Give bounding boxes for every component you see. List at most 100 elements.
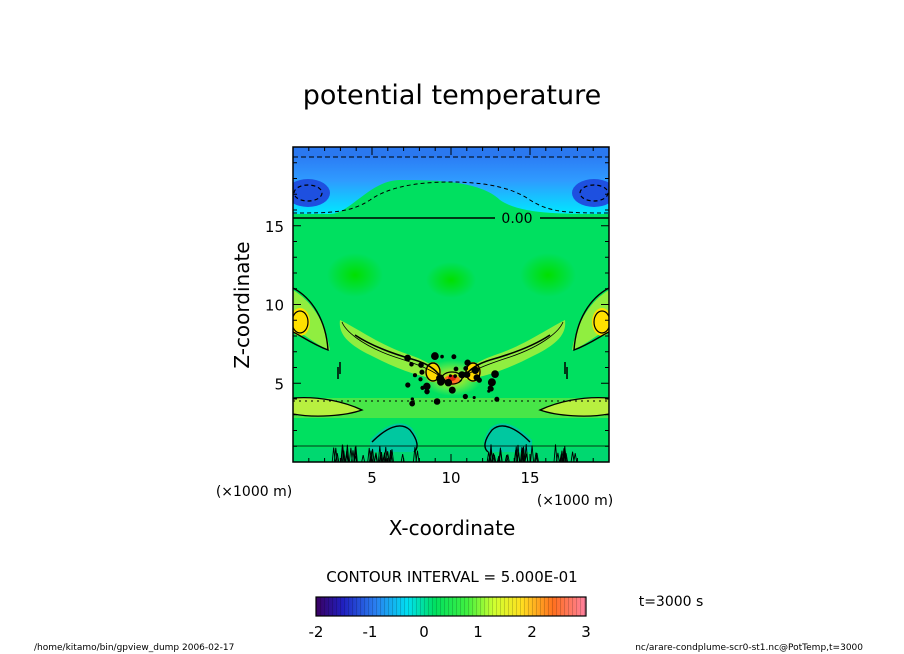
contour-low-b — [538, 396, 609, 417]
low-band — [293, 398, 609, 418]
surface-cell — [382, 454, 387, 462]
surface-cell — [487, 455, 492, 462]
surface-cell — [553, 444, 558, 462]
core-cell — [412, 373, 418, 378]
core-cell — [419, 369, 425, 375]
core-cell — [444, 378, 453, 387]
surface-cell — [374, 452, 378, 462]
surface-cell — [412, 446, 417, 462]
core-cell — [471, 366, 480, 375]
y-tick-label: 5 — [274, 375, 284, 393]
upper-band — [293, 147, 609, 214]
core-cell — [431, 352, 439, 360]
core-cell — [453, 366, 459, 372]
surface-cell — [504, 454, 509, 462]
core-cell — [487, 389, 491, 393]
core-cell — [463, 365, 469, 371]
core-cell — [440, 354, 444, 359]
green-blob-center — [426, 262, 476, 298]
contour-zero-label: 0.00 — [501, 211, 532, 227]
surface-cell — [530, 445, 535, 462]
surface-cell — [505, 454, 510, 462]
surface-lobe-right — [484, 423, 532, 452]
core-cell — [440, 378, 446, 383]
surface-cell — [570, 451, 575, 462]
surface-cell — [340, 445, 345, 462]
surface-cell — [520, 448, 525, 462]
surface-cell — [377, 445, 382, 462]
green-blob-right — [520, 253, 576, 297]
core-cell — [464, 359, 471, 366]
contour-core-left — [425, 362, 441, 382]
contour-dash-right — [579, 184, 609, 202]
core-cell — [405, 382, 411, 388]
colorbar-tick-label: 0 — [419, 623, 429, 641]
small-contour-features — [331, 352, 578, 462]
surface-cell — [524, 444, 529, 462]
footer-right: nc/arare-condplume-scr0-st1.nc@PotTemp,t… — [635, 643, 863, 653]
core-cell — [494, 396, 500, 402]
surface-cell — [335, 453, 340, 462]
surface-cell — [519, 447, 524, 462]
surface-cell — [559, 454, 564, 462]
contour-dash-left — [293, 184, 323, 202]
core-cell — [453, 374, 457, 378]
x-tick-label: 15 — [520, 469, 539, 487]
contour-side-right — [573, 287, 609, 352]
surface-cell — [534, 452, 538, 462]
contour-dash-mid — [293, 181, 609, 214]
colorbar-tick-label: -1 — [363, 623, 378, 641]
core-cell — [448, 386, 456, 394]
surface-cell — [573, 453, 578, 462]
surface-lobe-left — [370, 423, 418, 452]
core-cell — [423, 382, 431, 391]
surface-cell — [348, 447, 353, 462]
core-cell — [404, 354, 411, 362]
x-axis: 5 10 15 — [308, 147, 594, 487]
core-cell — [476, 377, 482, 383]
core-cell — [472, 395, 476, 400]
y-tick-label: 10 — [265, 297, 284, 315]
core-cell — [448, 374, 452, 378]
contour-arm-left — [354, 334, 441, 377]
surface-cell — [390, 449, 394, 462]
core-cell — [433, 398, 441, 405]
footer-left: /home/kitamo/bin/gpview_dump 2006-02-17 — [34, 643, 234, 653]
green-blob-left — [327, 253, 383, 297]
surface-cell — [492, 454, 497, 462]
y-unit-label: (×1000 m) — [216, 484, 292, 500]
x-tick-label: 10 — [441, 469, 460, 487]
low-lobe-left — [293, 397, 360, 417]
core-cell — [418, 377, 423, 382]
colorbar-ticks: -2 -1 0 1 2 3 — [309, 623, 591, 641]
surface-cell — [344, 454, 349, 462]
colorbar-hatch — [316, 597, 586, 616]
colorbar-tick-label: 3 — [581, 623, 591, 641]
core-cell — [488, 381, 492, 386]
x-tick-label: 5 — [367, 469, 377, 487]
side-left — [293, 290, 330, 350]
y-tick-label: 15 — [265, 218, 284, 236]
colorbar: -2 -1 0 1 2 3 — [309, 596, 591, 641]
contour-side-inner-right — [593, 310, 609, 334]
surface-cell — [489, 450, 494, 462]
surface-cell — [513, 449, 518, 462]
colorbar-tick-label: 2 — [527, 623, 537, 641]
surface-cell — [535, 452, 539, 462]
contour-interval: CONTOUR INTERVAL = 5.000E-01 — [326, 568, 577, 586]
colorbar-frame — [315, 596, 587, 617]
chart-title: potential temperature — [303, 80, 601, 111]
x-axis-label: X-coordinate — [389, 516, 516, 540]
side-right — [572, 290, 609, 350]
core-cell — [491, 370, 499, 378]
surface-cell — [562, 445, 567, 462]
core-cell — [410, 397, 415, 401]
contour-arm-left-outer — [341, 321, 447, 383]
core-cell — [409, 362, 414, 367]
surface-cell — [555, 452, 560, 462]
y-axis-label: Z-coordinate — [230, 241, 254, 368]
contour-side-left — [293, 287, 329, 352]
contour-surface-right — [484, 425, 531, 453]
core-cell — [458, 371, 466, 379]
